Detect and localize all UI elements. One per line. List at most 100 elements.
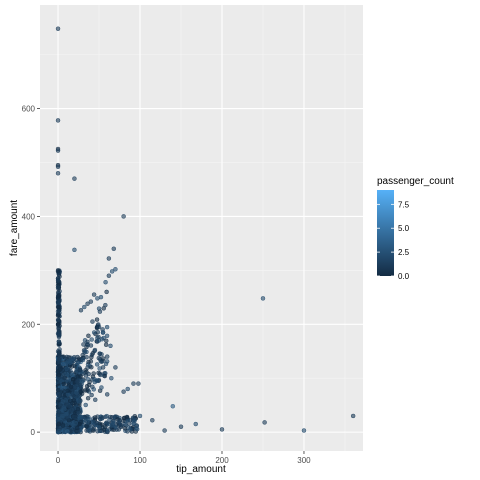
data-point [121,415,127,421]
data-point [55,285,61,290]
data-point [100,330,106,335]
data-point [74,394,79,399]
data-point [117,419,122,424]
data-point [77,367,83,373]
data-point [85,339,90,345]
data-point [56,333,62,338]
x-tick-label: 100 [133,456,147,465]
data-point [104,333,110,339]
data-point [98,416,103,422]
data-point [178,424,184,429]
data-point [91,387,97,392]
data-point [86,382,92,388]
data-point [122,426,128,431]
data-point [76,360,81,365]
grid-major-lines [40,5,363,451]
data-point [67,360,73,365]
data-point [98,372,103,378]
data-point [108,414,113,420]
x-tick-label: 0 [56,456,61,465]
data-point [94,317,100,322]
data-point [104,392,110,397]
data-point [134,425,139,431]
data-point [86,333,91,339]
data-point [86,371,91,377]
data-point [84,354,89,360]
data-point [56,339,62,344]
data-point [101,356,106,361]
data-point [61,381,66,387]
data-points [55,26,356,435]
data-point [84,414,90,419]
data-point [131,381,136,386]
data-point [75,406,81,412]
data-point [113,267,118,272]
data-point [55,276,61,281]
data-point [72,415,77,420]
data-point [84,424,89,429]
y-axis-title: fare_amount [9,200,20,256]
data-point [88,359,94,364]
data-point [99,385,104,390]
data-point [89,392,94,398]
data-point [110,420,116,426]
x-tick-label: 300 [297,456,311,465]
legend-label: 2.5 [398,248,410,257]
data-point [65,388,71,394]
data-point [55,171,61,176]
data-point [104,354,110,359]
data-point [104,324,110,330]
data-point [94,420,99,426]
data-point [55,313,61,318]
data-point [103,424,108,429]
data-point [83,402,88,408]
data-point [55,118,61,123]
data-point [89,337,94,342]
data-point [62,375,67,381]
data-point [70,376,76,382]
data-point [106,256,112,261]
data-point [56,421,62,427]
data-point [99,422,105,427]
data-point [73,420,79,426]
data-point [125,386,130,392]
data-point [72,385,78,390]
data-point [94,378,99,383]
data-point [92,415,98,420]
data-point [55,349,61,354]
data-point [69,372,75,378]
data-point [91,371,96,376]
grid-minor-lines [40,5,363,451]
y-tick-label: 600 [22,105,36,114]
data-point [85,395,91,401]
data-point [81,342,86,347]
data-point [193,421,199,427]
data-point [65,421,70,427]
data-point [68,384,74,390]
data-point [56,372,62,377]
data-point [78,374,83,379]
data-point [93,397,98,403]
data-point [57,364,62,369]
data-point [89,355,94,360]
data-point [96,425,102,430]
data-point [219,427,225,432]
y-tick-label: 400 [22,212,36,221]
data-point [80,357,86,363]
data-point [62,406,67,412]
data-point [55,148,61,153]
data-point [77,414,82,420]
data-point [301,428,307,433]
data-point [55,317,61,323]
data-point [63,398,68,403]
data-point [76,399,82,404]
data-point [71,398,77,403]
legend-label: 7.5 [398,200,410,209]
data-point [111,246,117,252]
legend: passenger_count 7.5 5.0 2.5 0.0 [377,176,454,281]
data-point [55,269,61,274]
data-point [72,247,77,253]
data-point [128,427,133,432]
data-point [55,26,61,31]
data-point [64,366,69,371]
